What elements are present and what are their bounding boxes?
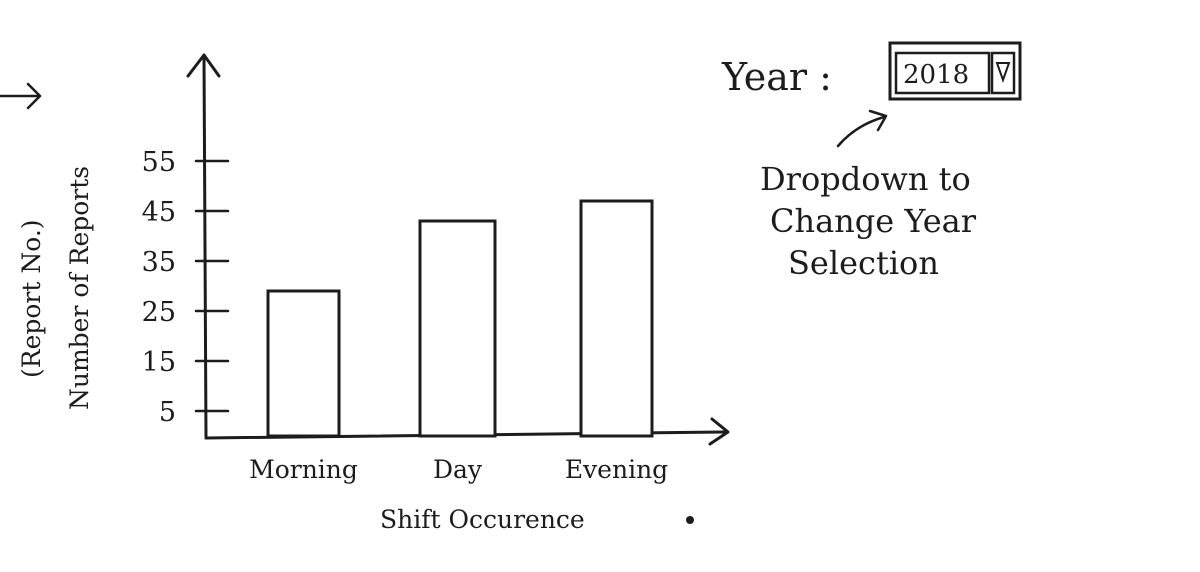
year-dropdown[interactable]: 2018: [888, 41, 1022, 101]
y-axis-arrowhead: [186, 53, 221, 78]
y-tick-label: 45: [142, 197, 176, 228]
y-tick-label: 15: [142, 347, 176, 378]
annotation-note: Dropdown to Change Year Selection: [760, 160, 977, 282]
y-axis: [186, 53, 221, 440]
triangle-down-icon[interactable]: [995, 62, 1011, 84]
bar-morning: [266, 289, 341, 438]
y-tick-label: 55: [142, 147, 176, 178]
year-dropdown-value: 2018: [903, 60, 969, 90]
annotation-line-3: Selection: [788, 244, 939, 282]
x-tick-label-day: Day: [433, 455, 483, 484]
y-axis-title: Number of Reports: [65, 166, 94, 410]
year-dropdown-field: [894, 51, 991, 95]
x-tick-label-morning: Morning: [249, 455, 358, 484]
annotation-line-1: Dropdown to: [760, 160, 971, 198]
annotation-arrow: [836, 109, 888, 148]
y-axis-line: [202, 56, 208, 440]
x-tick-label-evening: Evening: [565, 455, 668, 484]
y-tick-label: 25: [142, 297, 176, 328]
annotation-line-2: Change Year: [770, 202, 977, 240]
y-tick-label: 35: [142, 247, 176, 278]
bar-group: [266, 199, 654, 438]
x-tick-label-group: Morning Day Evening: [249, 455, 668, 484]
year-label: Year :: [721, 55, 832, 99]
stray-arrow-mark: [0, 82, 42, 110]
year-dropdown-toggle[interactable]: [990, 51, 1016, 95]
y-tick-label: 5: [159, 397, 176, 428]
bar-evening: [579, 199, 654, 438]
stray-dot-mark: [686, 516, 694, 524]
y-tick-group: 5 15 25 35 45 55: [142, 147, 230, 428]
y-axis-title-group: Number of Reports (Report No.): [17, 166, 94, 410]
bar-day: [418, 219, 497, 438]
y-axis-title-note: (Report No.): [17, 219, 46, 378]
year-filter: Year : 2018 Dropdown to Change Year Sele…: [721, 41, 1022, 282]
x-axis-title: Shift Occurence: [380, 505, 585, 534]
x-axis-arrowhead: [708, 417, 730, 446]
